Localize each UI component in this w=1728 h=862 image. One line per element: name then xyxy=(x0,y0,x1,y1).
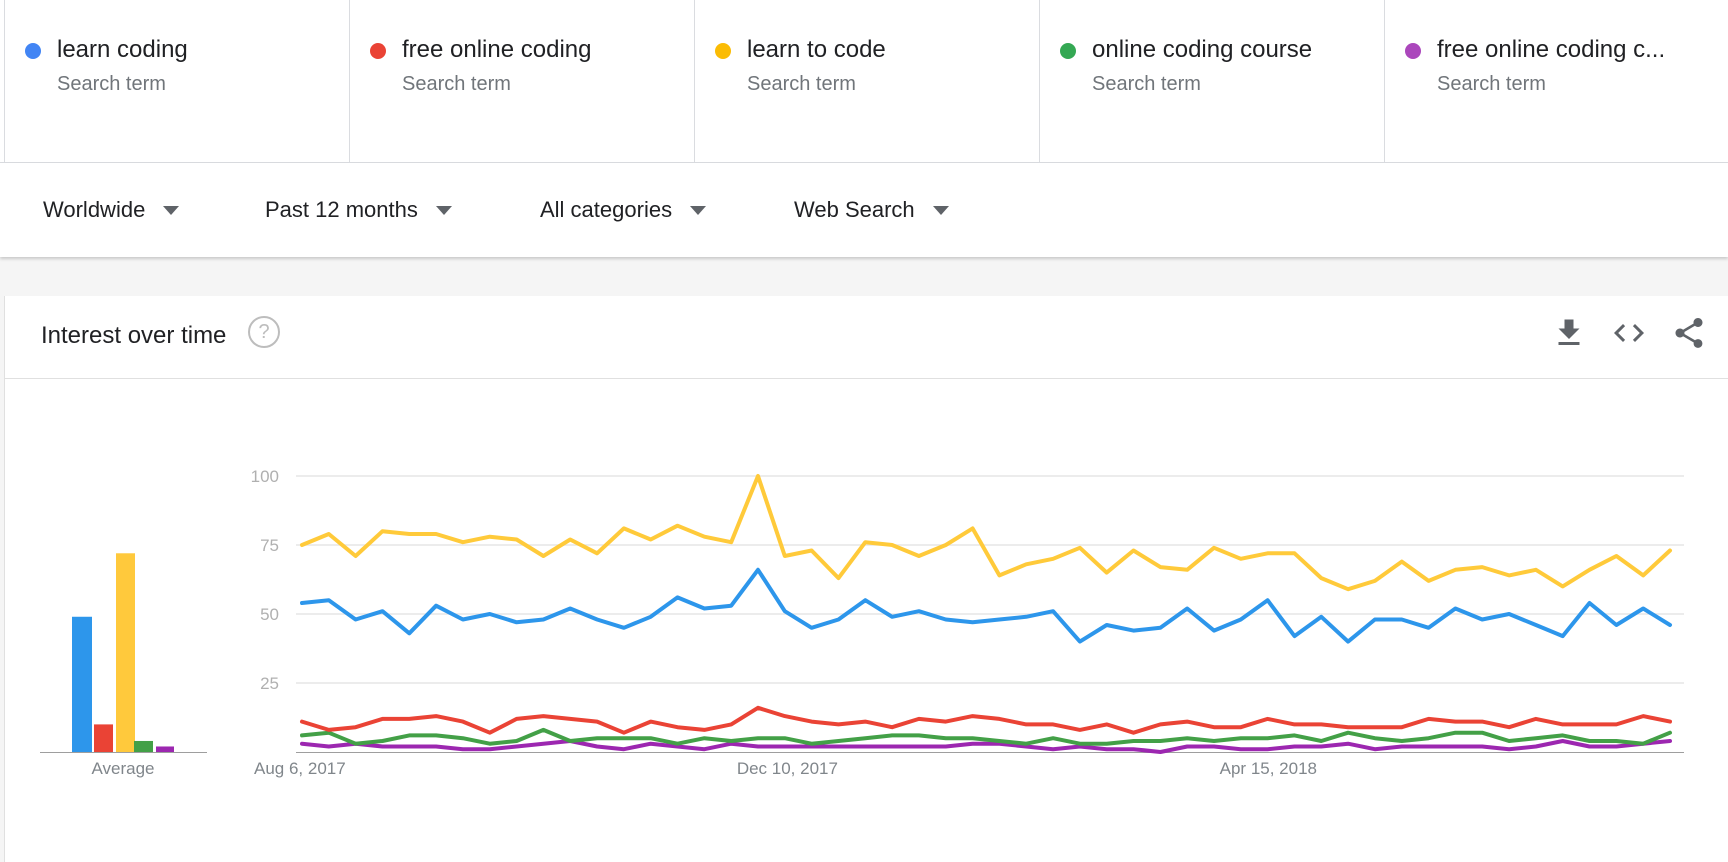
search-term-card-5[interactable]: free online coding c... Search term xyxy=(1385,0,1728,162)
search-term-type: Search term xyxy=(1437,73,1546,95)
series-color-dot xyxy=(715,43,731,59)
caret-down-icon xyxy=(163,205,180,215)
region-dropdown-label: Worldwide xyxy=(43,197,146,222)
embed-code-icon[interactable] xyxy=(1611,315,1647,351)
help-icon[interactable]: ? xyxy=(248,316,280,348)
caret-down-icon xyxy=(690,205,707,215)
search-term-type: Search term xyxy=(402,73,511,95)
filters-bar: Worldwide Past 12 months All categories … xyxy=(0,163,1728,257)
share-icon[interactable] xyxy=(1671,315,1707,351)
caret-down-icon xyxy=(932,205,949,215)
search-term-card-2[interactable]: free online coding Search term xyxy=(350,0,695,162)
search-term-type: Search term xyxy=(1092,73,1201,95)
category-dropdown[interactable]: All categories xyxy=(540,163,707,257)
search-term-card-4[interactable]: online coding course Search term xyxy=(1040,0,1385,162)
search-term-card-1[interactable]: learn coding Search term xyxy=(4,0,350,162)
search-property-dropdown[interactable]: Web Search xyxy=(794,163,949,257)
card-title: Interest over time xyxy=(41,322,227,349)
time-period-dropdown[interactable]: Past 12 months xyxy=(265,163,452,257)
category-dropdown-label: All categories xyxy=(540,197,673,222)
caret-down-icon xyxy=(435,205,452,215)
series-color-dot xyxy=(370,43,386,59)
search-term-name: learn coding xyxy=(57,36,188,63)
interest-over-time-card: Interest over time ? xyxy=(4,296,1728,862)
search-terms-bar: learn coding Search term free online cod… xyxy=(0,0,1728,163)
time-period-dropdown-label: Past 12 months xyxy=(265,197,418,222)
search-term-name: free online coding c... xyxy=(1437,36,1666,63)
search-term-name: free online coding xyxy=(402,36,592,63)
search-term-card-3[interactable]: learn to code Search term xyxy=(695,0,1040,162)
search-term-type: Search term xyxy=(747,73,856,95)
series-color-dot xyxy=(1060,43,1076,59)
series-color-dot xyxy=(1405,43,1421,59)
search-property-dropdown-label: Web Search xyxy=(794,197,915,222)
series-color-dot xyxy=(25,43,41,59)
card-header: Interest over time ? xyxy=(5,296,1728,379)
search-term-type: Search term xyxy=(57,73,166,95)
search-term-name: learn to code xyxy=(747,36,886,63)
region-dropdown[interactable]: Worldwide xyxy=(43,163,180,257)
search-term-name: online coding course xyxy=(1092,36,1313,63)
download-icon[interactable] xyxy=(1551,315,1587,351)
